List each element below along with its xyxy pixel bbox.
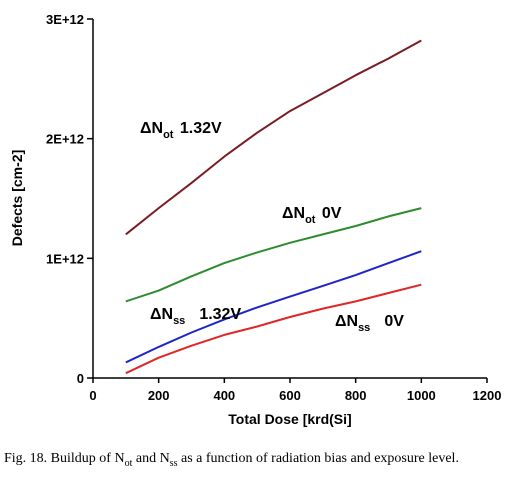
x-ticks: 0 200 400 600 800 1000 1200	[89, 378, 501, 403]
y-tick-label: 1E+12	[46, 251, 84, 266]
x-tick-label: 600	[279, 388, 301, 403]
series-lines	[125, 39, 422, 375]
figure-caption: Fig. 18. Buildup of Not and Nss as a fun…	[4, 450, 504, 472]
x-tick-label: 200	[148, 388, 170, 403]
y-tick-label: 3E+12	[46, 12, 84, 27]
x-axis-title: Total Dose [krd(Si]	[228, 411, 351, 427]
caption-sub-ot: ot	[124, 457, 133, 469]
y-tick-label: 0	[77, 371, 84, 386]
x-tick-label: 800	[345, 388, 367, 403]
y-tick-label: 2E+12	[46, 132, 84, 147]
series-label-nss-0v: ΔNss 0V	[335, 313, 404, 334]
series-line-nss-132v	[125, 250, 422, 364]
series-line-not-0v	[125, 207, 422, 303]
chart: 0 1E+12 2E+12 3E+12 0 200 400 600 800 1000 1200 Δ…	[9, 12, 501, 427]
caption-sub-ss: ss	[169, 457, 178, 469]
series-label-nss-132v: ΔNss 1.32V	[150, 306, 241, 327]
series-line-not-132v	[125, 39, 422, 236]
series-label-not-0v: ΔNot 0V	[282, 205, 342, 226]
series-label-not-132v: ΔNot 1.32V	[140, 120, 222, 141]
x-tick-label: 1200	[473, 388, 502, 403]
caption-mid: and N	[132, 451, 170, 466]
caption-prefix: Fig. 18. Buildup of N	[4, 451, 125, 466]
series-labels: ΔNot 1.32V ΔNot 0V ΔNss 1.32V ΔNss 0V	[140, 120, 404, 334]
x-tick-label: 400	[213, 388, 235, 403]
y-axis-title: Defects [cm-2]	[9, 150, 25, 246]
y-ticks: 0 1E+12 2E+12 3E+12	[46, 12, 93, 386]
series-line-nss-0v	[125, 283, 422, 375]
x-tick-label: 1000	[407, 388, 436, 403]
caption-suffix: as a function of radiation bias and expo…	[177, 451, 459, 466]
x-tick-label: 0	[89, 388, 96, 403]
